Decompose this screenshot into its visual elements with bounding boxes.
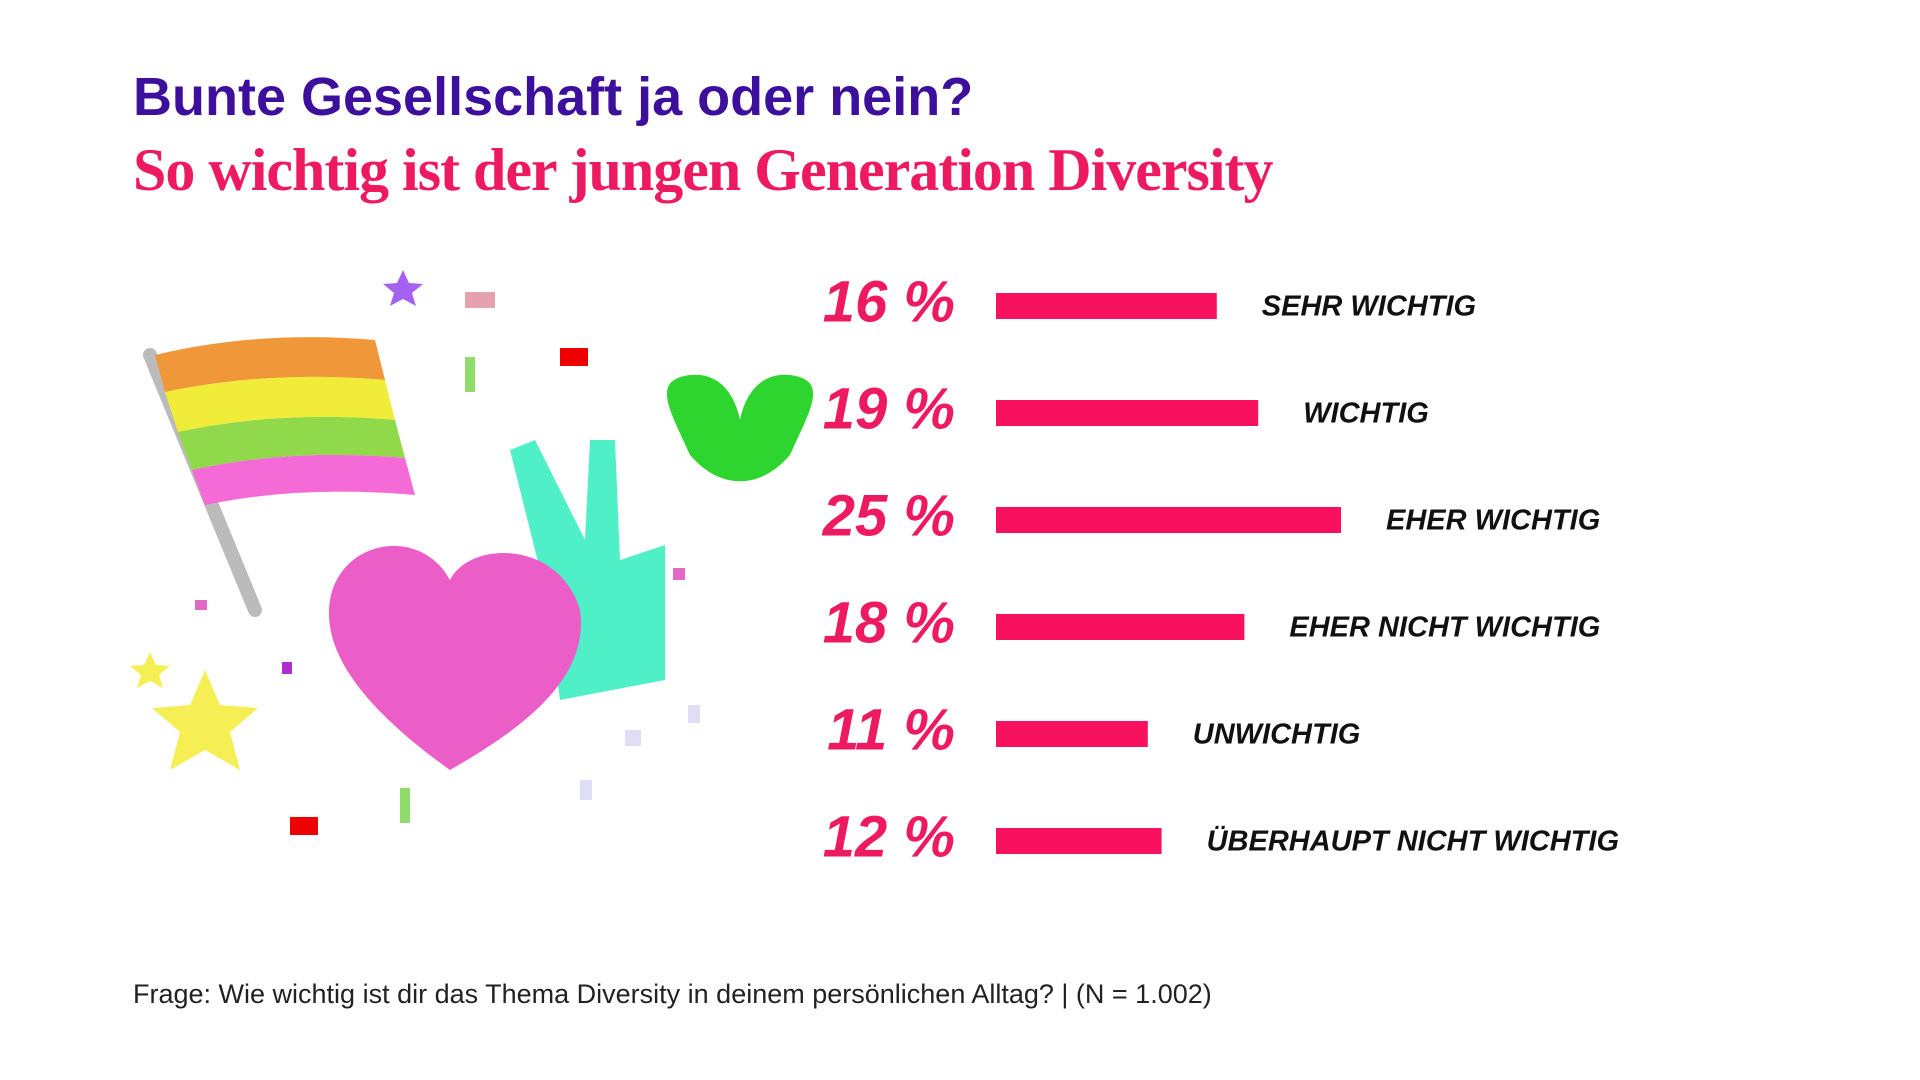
- illustration: [130, 270, 814, 835]
- confetti: [290, 817, 318, 835]
- value-label: 19 %: [823, 376, 955, 441]
- value-label: 11 %: [827, 697, 955, 762]
- confetti: [465, 357, 475, 392]
- confetti: [688, 705, 700, 723]
- flag-stripe: [192, 454, 415, 505]
- flag-stripe: [155, 337, 385, 392]
- category-label: WICHTIG: [1303, 398, 1429, 430]
- green-heart: [666, 374, 814, 482]
- bar: [996, 614, 1245, 640]
- bar: [996, 293, 1217, 319]
- bar: [996, 721, 1148, 747]
- bar: [996, 828, 1162, 854]
- category-label: EHER WICHTIG: [1386, 505, 1600, 537]
- star: [152, 670, 258, 770]
- confetti: [580, 780, 592, 800]
- confetti: [195, 600, 207, 610]
- value-label: 16 %: [823, 269, 955, 334]
- category-label: SEHR WICHTIG: [1262, 291, 1476, 323]
- value-label: 12 %: [823, 804, 955, 869]
- confetti: [673, 568, 685, 580]
- star: [383, 270, 423, 306]
- glitter-heart: [328, 545, 581, 770]
- confetti: [400, 788, 410, 823]
- category-label: UNWICHTIG: [1193, 719, 1361, 751]
- category-label: ÜBERHAUPT NICHT WICHTIG: [1207, 825, 1619, 858]
- confetti: [625, 730, 641, 746]
- peace-hand: [510, 440, 665, 700]
- confetti: [560, 348, 588, 366]
- value-label: 18 %: [823, 590, 955, 655]
- bar: [996, 507, 1341, 533]
- flag-stripe: [165, 376, 395, 432]
- flag-stripe: [178, 416, 405, 470]
- bar: [996, 400, 1259, 426]
- star: [130, 652, 170, 688]
- footnote: Frage: Wie wichtig ist dir das Thema Div…: [133, 979, 1212, 1009]
- category-label: EHER NICHT WICHTIG: [1289, 612, 1600, 644]
- confetti: [465, 292, 495, 308]
- value-label: 25 %: [822, 483, 955, 548]
- chart-subtitle: So wichtig ist der jungen Generation Div…: [133, 137, 1273, 203]
- chart-title: Bunte Gesellschaft ja oder nein?: [133, 67, 973, 127]
- confetti: [282, 662, 292, 674]
